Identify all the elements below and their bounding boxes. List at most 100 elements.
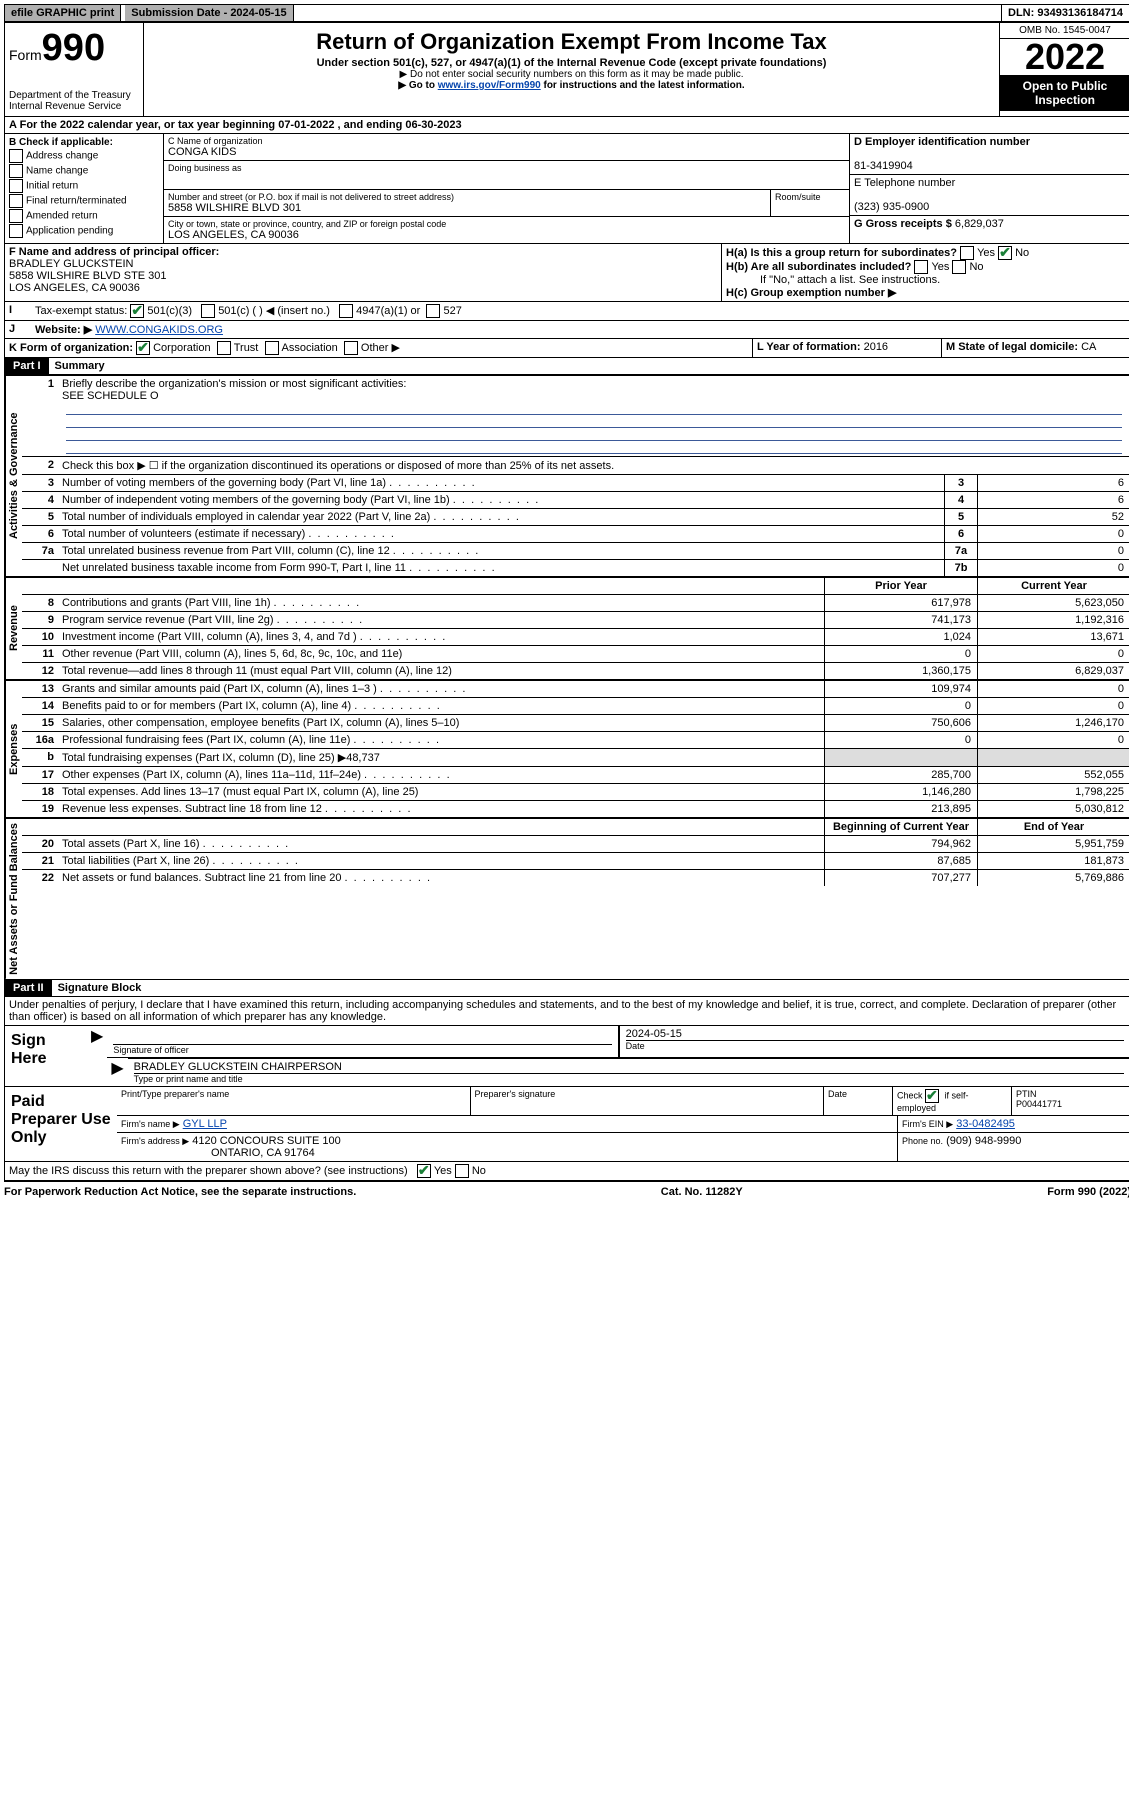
l16b: Total fundraising expenses (Part IX, col… [58,749,824,766]
city-label: City or town, state or province, country… [168,219,845,229]
instructions-link-line: ▶ Go to www.irs.gov/Form990 for instruct… [148,80,995,91]
ssn-warning: ▶ Do not enter social security numbers o… [148,69,995,80]
l16a: Professional fundraising fees (Part IX, … [58,732,824,748]
l7a: Total unrelated business revenue from Pa… [58,543,944,559]
chk-assoc[interactable] [265,341,279,355]
open-inspection: Open to Public Inspection [1000,75,1129,111]
hb-label: H(b) Are all subordinates included? [726,261,911,273]
firm-link[interactable]: GYL LLP [183,1118,227,1130]
ein: 81-3419904 [854,160,913,172]
discuss-no[interactable] [455,1164,469,1178]
tax-year: 2022 [1000,39,1129,75]
prep-phone: (909) 948-9990 [946,1135,1021,1147]
chk-other[interactable] [344,341,358,355]
chk-final[interactable] [9,194,23,208]
col-current: Current Year [977,578,1129,594]
block-def: D Employer identification number81-34199… [849,134,1129,243]
submission-date: Submission Date - 2024-05-15 [125,5,293,21]
hb-yes[interactable] [914,260,928,274]
firm-addr1: 4120 CONCOURS SUITE 100 [192,1135,341,1147]
phone-label: E Telephone number [854,177,955,189]
v4: 6 [977,492,1129,508]
footer-right: Form 990 (2022) [1047,1186,1129,1198]
officer-label: F Name and address of principal officer: [9,246,717,258]
sig-officer-label: Signature of officer [113,1044,611,1055]
chk-trust[interactable] [217,341,231,355]
l13: Grants and similar amounts paid (Part IX… [58,681,824,697]
l3: Number of voting members of the governin… [58,475,944,491]
l10: Investment income (Part VIII, column (A)… [58,629,824,645]
l20: Total assets (Part X, line 16) [58,836,824,852]
officer-addr2: LOS ANGELES, CA 90036 [9,282,717,294]
sig-date: 2024-05-15 [626,1028,1124,1040]
l2: Check this box ▶ ☐ if the organization d… [58,457,1129,474]
chk-corp[interactable] [136,341,150,355]
sign-here: Sign Here [5,1026,87,1074]
org-name: CONGA KIDS [168,146,845,158]
l18: Total expenses. Add lines 13–17 (must eq… [58,784,824,800]
prep-ptin: PTINP00441771 [1012,1087,1129,1115]
ha-no[interactable] [998,246,1012,260]
chk-527[interactable] [426,304,440,318]
line-k: K Form of organization: Corporation Trus… [5,339,753,357]
chk-address[interactable] [9,149,23,163]
col-end: End of Year [977,819,1129,835]
hb-no[interactable] [952,260,966,274]
discuss-line: May the IRS discuss this return with the… [5,1162,1129,1180]
chk-selfemp[interactable] [925,1089,939,1103]
part2-header: Part II Signature Block [5,979,1129,996]
chk-initial[interactable] [9,179,23,193]
chk-501c3[interactable] [130,304,144,318]
chk-amended[interactable] [9,209,23,223]
section-governance: Activities & Governance [5,376,22,576]
l4: Number of independent voting members of … [58,492,944,508]
irs-link[interactable]: www.irs.gov/Form990 [438,80,541,91]
line-m: M State of legal domicile: CA [942,339,1129,357]
sig-name: BRADLEY GLUCKSTEIN CHAIRPERSON [134,1061,1124,1073]
phone: (323) 935-0900 [854,201,929,213]
v7a: 0 [977,543,1129,559]
dln: DLN: 93493136184714 [1001,5,1129,21]
discuss-yes[interactable] [417,1164,431,1178]
org-address: 5858 WILSHIRE BLVD 301 [168,202,766,214]
prep-selfemp: Check if self-employed [893,1087,1012,1115]
block-b-label: B Check if applicable: [9,137,159,148]
sig-declaration: Under penalties of perjury, I declare th… [5,996,1129,1025]
footer-left: For Paperwork Reduction Act Notice, see … [4,1186,356,1198]
l17: Other expenses (Part IX, column (A), lin… [58,767,824,783]
form-id-block: Form990 Department of the Treasury Inter… [5,23,144,116]
arrow-icon: ▶ [87,1026,107,1046]
l6: Total number of volunteers (estimate if … [58,526,944,542]
ha-yes[interactable] [960,246,974,260]
form-subtitle: Under section 501(c), 527, or 4947(a)(1)… [148,57,995,69]
addr-label: Number and street (or P.O. box if mail i… [168,192,766,202]
l11: Other revenue (Part VIII, column (A), li… [58,646,824,662]
chk-pending[interactable] [9,224,23,238]
chk-501c[interactable] [201,304,215,318]
efile-print-button[interactable]: efile GRAPHIC print [5,5,121,21]
l7b: Net unrelated business taxable income fr… [58,560,944,576]
l12: Total revenue—add lines 8 through 11 (mu… [58,663,824,679]
l9: Program service revenue (Part VIII, line… [58,612,824,628]
v7b: 0 [977,560,1129,576]
top-bar: efile GRAPHIC print Submission Date - 20… [4,4,1129,22]
firm-addr2: ONTARIO, CA 91764 [121,1147,315,1159]
v3: 6 [977,475,1129,491]
officer-name: BRADLEY GLUCKSTEIN [9,258,717,270]
block-b: B Check if applicable: Address change Na… [5,134,164,243]
footer-mid: Cat. No. 11282Y [661,1186,743,1198]
block-f: F Name and address of principal officer:… [5,244,722,301]
chk-4947[interactable] [339,304,353,318]
form-prefix: Form [9,47,42,63]
dept-treasury: Department of the Treasury [9,90,139,101]
col-begin: Beginning of Current Year [824,819,977,835]
l19: Revenue less expenses. Subtract line 18 … [58,801,824,817]
section-revenue: Revenue [5,578,22,679]
v5: 52 [977,509,1129,525]
preparer-title: Paid Preparer Use Only [5,1087,117,1153]
chk-name[interactable] [9,164,23,178]
website-link[interactable]: WWW.CONGAKIDS.ORG [95,324,223,336]
ein-link[interactable]: 33-0482495 [956,1118,1015,1130]
prep-h2: Preparer's signature [471,1087,825,1115]
hb-note: If "No," attach a list. See instructions… [726,274,1126,286]
